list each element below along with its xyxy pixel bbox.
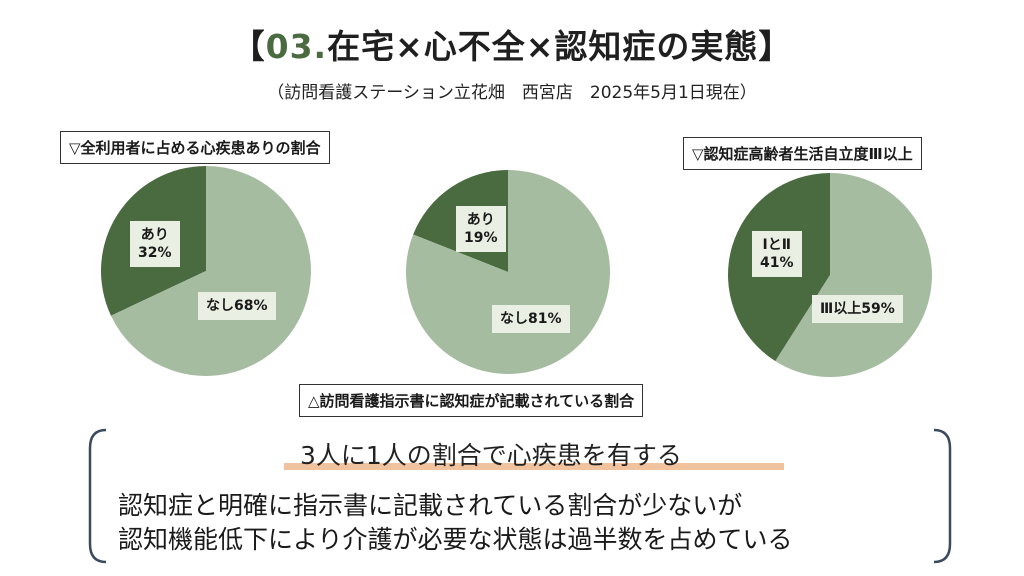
chart-label-heart-disease: ▽全利用者に占める心疾患ありの割合 [60,131,330,164]
pie1-slice-label-yes: あり 19% [456,206,506,252]
chart-label-dementia-instruction: △訪問看護指示書に認知症が記載されている割合 [299,384,644,417]
message-line-1: 認知症と明確に指示書に記載されている割合が少ないが [118,491,743,520]
chart-label-dementia-level: ▽認知症高齢者生活自立度Ⅲ以上 [683,137,922,170]
highlight-underline [284,463,784,470]
pie0-slice-label-no: なし68% [198,292,276,320]
pie2-slice-1 [775,173,932,377]
pie0-slice-value-yes: 32% [138,245,172,261]
pie1-slice-label-no: なし81% [492,305,570,333]
message-highlight: 3人に1人の割合で心疾患を有する [300,441,682,470]
message-brackets [88,428,952,564]
page-subtitle: （訪問看護ステーション立花畑 西宮店 2025年5月1日現在） [267,83,757,103]
pie2-slice-label-high: Ⅲ以上59% [812,295,903,323]
message-line-2: 認知機能低下により介護が必要な状態は過半数を占めている [118,525,793,554]
pie2-slice-label-low: ⅠとⅡ 41% [752,231,802,277]
pie0-slice-1 [110,166,311,376]
pie0-slice-label-yes: あり 32% [130,221,180,267]
pie-chart-dementia-instruction [406,170,610,374]
pie-chart-heart-disease [100,166,311,376]
page-title: 【03.在宅×心不全×認知症の実態】 [231,27,793,66]
